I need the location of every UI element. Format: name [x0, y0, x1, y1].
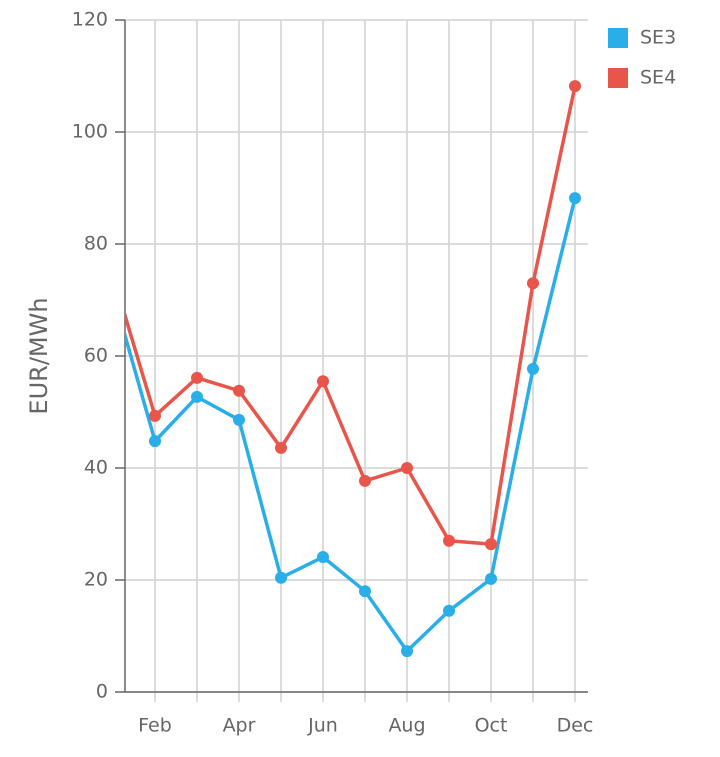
- point: [317, 375, 329, 388]
- x-tick-label: Jun: [307, 715, 338, 737]
- legend-swatch: [608, 68, 628, 88]
- series-line: [125, 85, 577, 546]
- point: [443, 534, 455, 547]
- x-tick-label: Feb: [138, 715, 172, 737]
- y-tick-label: 60: [84, 345, 108, 367]
- series-line: [125, 197, 577, 653]
- point: [149, 435, 161, 448]
- point: [443, 604, 455, 617]
- point: [401, 645, 413, 658]
- point: [527, 277, 539, 290]
- legend-label: SE3: [640, 27, 676, 49]
- point: [275, 571, 287, 584]
- point: [485, 572, 497, 585]
- point: [359, 474, 371, 487]
- point: [527, 362, 539, 375]
- y-tick-label: 0: [96, 681, 108, 703]
- y-axis-label: EUR/MWh: [25, 297, 53, 414]
- y-tick-label: 100: [72, 121, 108, 143]
- point: [569, 80, 581, 93]
- y-tick-label: 80: [84, 233, 108, 255]
- point: [191, 371, 203, 384]
- y-tick-label: 40: [84, 457, 108, 479]
- point: [107, 269, 119, 281]
- point: [275, 441, 287, 454]
- x-tick-label: Oct: [475, 715, 508, 737]
- x-tick-label: Aug: [388, 715, 425, 737]
- plot-area: [107, 80, 581, 658]
- point: [401, 462, 413, 474]
- point: [149, 409, 161, 422]
- legend-swatch: [608, 28, 628, 48]
- y-tick-label: 20: [84, 569, 108, 591]
- point: [359, 585, 371, 598]
- point: [317, 551, 329, 564]
- point: [485, 538, 497, 551]
- point: [233, 384, 245, 397]
- point: [233, 413, 245, 426]
- x-tick-label: Dec: [557, 715, 594, 737]
- legend-label: SE4: [640, 67, 676, 89]
- point: [191, 390, 203, 403]
- point: [107, 287, 119, 299]
- point: [569, 192, 581, 205]
- x-tick-label: Apr: [223, 715, 256, 737]
- y-tick-label: 120: [72, 9, 108, 31]
